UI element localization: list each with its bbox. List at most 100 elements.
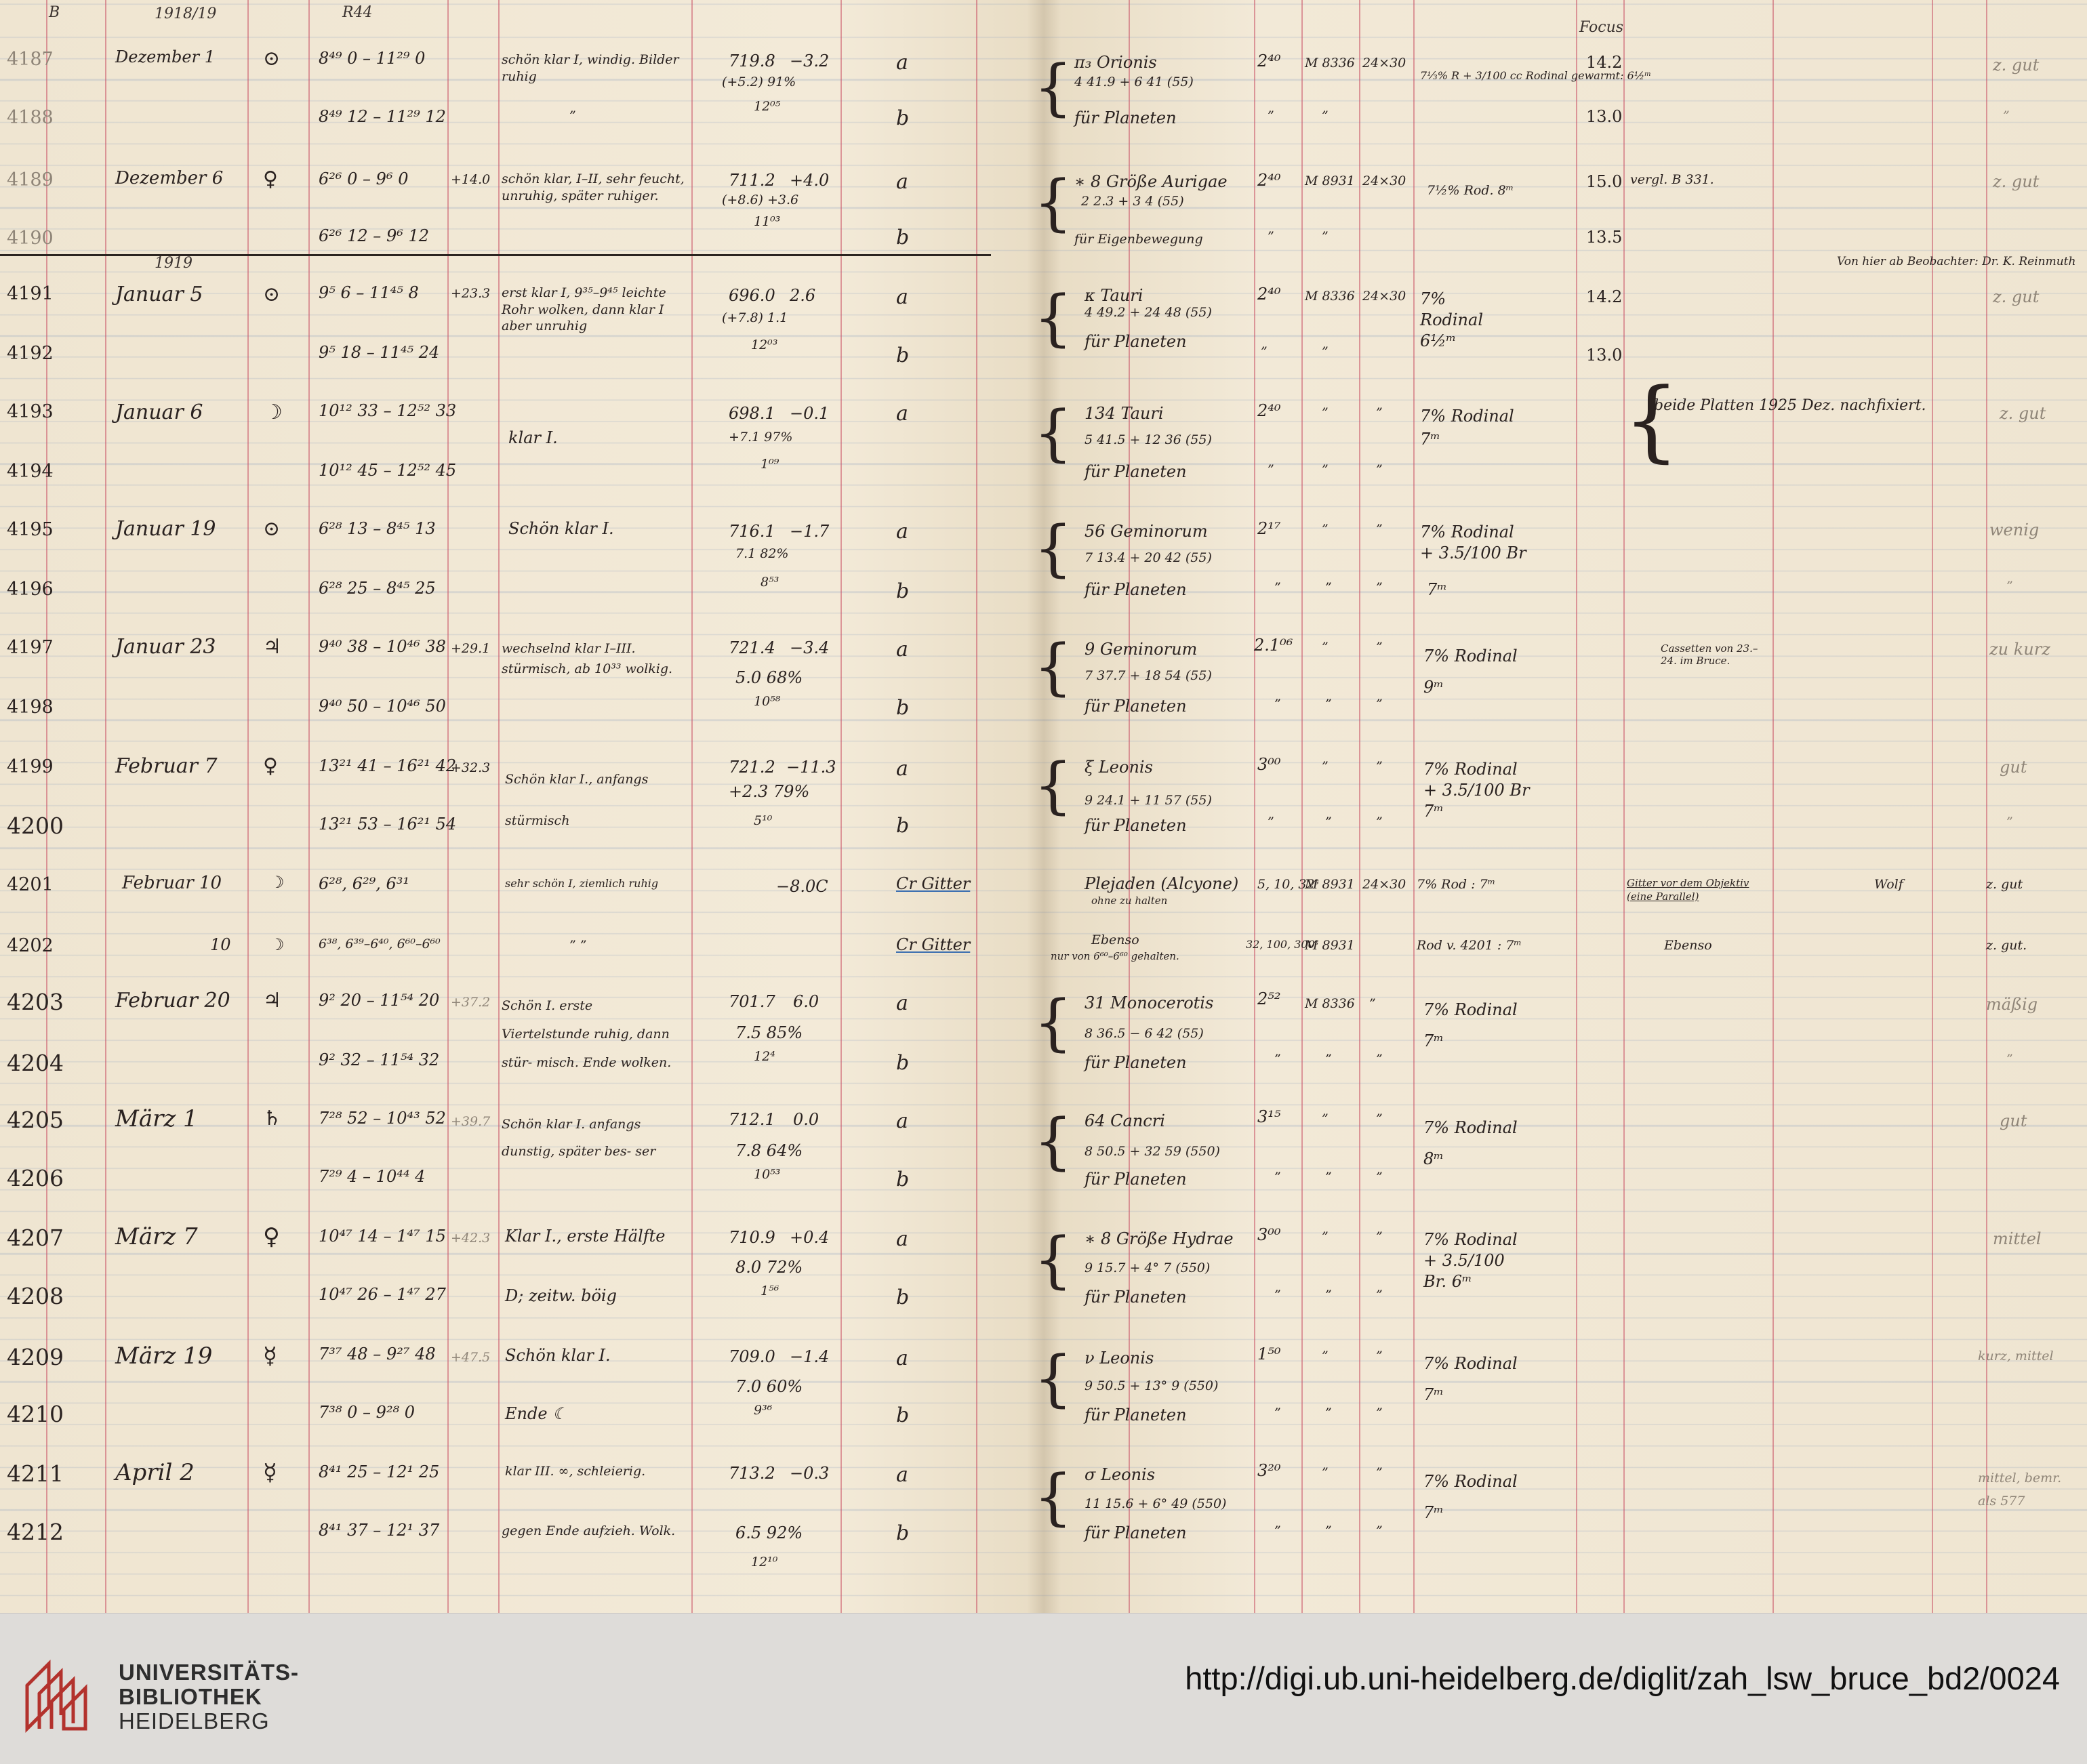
sun-icon: ⊙	[263, 47, 281, 70]
entry-temp: −1.4	[790, 1347, 830, 1366]
entry-object: ξ Leonis	[1085, 758, 1153, 777]
entry-time: 6²⁸ 25 – 8⁴⁵ 25	[319, 579, 436, 598]
object-brace: {	[1034, 513, 1073, 584]
entry-number: 4199	[7, 756, 54, 777]
entry-temp: −0.1	[790, 404, 830, 423]
entry-exposure: ”	[1268, 462, 1274, 477]
header-year-1919: 1919	[155, 255, 193, 272]
header-focus: Focus	[1579, 19, 1624, 36]
entry-focus: 13.5	[1586, 228, 1623, 247]
entry-weather: klar I.	[508, 428, 558, 447]
entry-humidity: 7.1 82%	[735, 546, 789, 561]
entry-size: ”	[1376, 1406, 1383, 1420]
entry-temp: 12⁰³	[751, 337, 778, 352]
column-rule	[1413, 0, 1415, 1613]
entry-date: Januar 23	[115, 635, 216, 659]
entry-object: für Eigenbewegung	[1074, 232, 1203, 247]
column-rule	[46, 0, 47, 1613]
entry-humidity: 7.5 85%	[735, 1023, 803, 1042]
entry-plate-no: M 8336	[1305, 289, 1355, 304]
entry-number: 4190	[7, 228, 54, 249]
entry-time: 9⁵ 18 – 11⁴⁵ 24	[319, 343, 440, 362]
entry-exposure: 2⁴⁰	[1257, 401, 1281, 420]
entry-temp: 1⁰⁹	[761, 457, 779, 472]
entry-size: ”	[1376, 815, 1383, 829]
entry-quality: z. gut	[1993, 172, 2040, 191]
entry-time: 9² 20 – 11⁵⁴ 20	[319, 991, 440, 1010]
entry-plate-no: ”	[1322, 344, 1329, 359]
entry-remark: Ebenso	[1664, 938, 1712, 953]
venus-icon: ♀	[263, 754, 278, 778]
entry-date: Januar 19	[115, 517, 216, 541]
entry-humidity: 8.0 72%	[735, 1258, 803, 1277]
entry-quality: z. gut	[2000, 404, 2046, 423]
entry-weather: ”	[569, 108, 576, 123]
entry-focus: 15.0	[1586, 172, 1623, 191]
source-url-link[interactable]: http://digi.ub.uni-heidelberg.de/diglit/…	[1185, 1660, 2060, 1696]
entry-size: ”	[1369, 996, 1376, 1011]
column-rule	[691, 0, 693, 1613]
entry-number: 4187	[7, 49, 54, 70]
object-brace: {	[1034, 750, 1073, 821]
entry-object: Ebenso	[1091, 932, 1139, 947]
entry-temp: 6.0	[793, 992, 819, 1011]
entry-time: 13²¹ 53 – 16²¹ 54	[319, 815, 457, 834]
entry-date: März 1	[115, 1105, 198, 1132]
entry-size: ”	[1376, 1288, 1383, 1303]
entry-plate: a	[896, 1347, 908, 1370]
entry-size: ”	[1376, 1349, 1383, 1363]
entry-time: 6²⁸ 13 – 8⁴⁵ 13	[319, 519, 436, 538]
entry-temp: 0.0	[793, 1110, 819, 1129]
entry-quality: mäßig	[1986, 995, 2038, 1014]
entry-remark: vergl. B 331.	[1630, 172, 1714, 187]
entry-exposure: ”	[1274, 1288, 1281, 1303]
entry-coords: 7 13.4 + 20 42 (55)	[1085, 550, 1212, 565]
entry-plate: Cr Gitter	[896, 935, 971, 954]
column-rule	[308, 0, 310, 1613]
observer-note: Von hier ab Beobachter: Dr. K. Reinmuth	[1837, 255, 2076, 268]
entry-humidity: 5.0 68%	[735, 668, 803, 687]
entry-plate-no: ”	[1325, 1523, 1332, 1538]
entry-temp: −1.7	[790, 522, 830, 541]
entry-weather: schön klar I, windig. Bilder ruhig	[502, 52, 679, 84]
entry-coords: 8 50.5 + 32 59 (550)	[1085, 1144, 1220, 1159]
column-rule	[105, 0, 106, 1613]
entry-developer: Rod v. 4201 : 7ᵐ	[1417, 938, 1522, 953]
entry-plate-no: ”	[1322, 522, 1329, 537]
entry-object: 64 Cancri	[1085, 1111, 1165, 1130]
entry-temp: −0.3	[790, 1464, 830, 1483]
entry-observer: Wolf	[1874, 877, 1903, 892]
entry-developer: 7½% Rod. 8ᵐ	[1427, 183, 1514, 198]
entry-remark: beide Platten 1925 Dez. nachfixiert.	[1654, 397, 1926, 414]
entry-size: 24×30	[1362, 289, 1406, 304]
entry-quality: mittel	[1993, 1229, 2042, 1248]
entry-focus: 14.2	[1586, 53, 1623, 72]
entry-temp-note: +42.3	[451, 1231, 491, 1246]
entry-exposure: ”	[1268, 229, 1274, 244]
entry-time: 8⁴¹ 37 – 12¹ 37	[319, 1521, 440, 1540]
entry-temp-note: +23.3	[451, 286, 491, 301]
entry-object: für Planeten	[1085, 1523, 1187, 1542]
entry-exposure: 2⁴⁰	[1257, 285, 1281, 304]
entry-plate-no: M 8336	[1305, 56, 1355, 70]
entry-exposure: ”	[1274, 1170, 1281, 1185]
column-rule	[1623, 0, 1625, 1613]
entry-object: für Planeten	[1074, 108, 1177, 127]
sun-icon: ⊙	[263, 283, 281, 306]
entry-plate-no: ”	[1325, 815, 1332, 829]
entry-plate-no: ”	[1325, 1170, 1332, 1185]
entry-time: 9⁵ 6 – 11⁴⁵ 8	[319, 283, 419, 302]
entry-number: 4210	[7, 1401, 64, 1427]
entry-plate-no: ”	[1322, 640, 1329, 655]
entry-plate: Cr Gitter	[896, 874, 971, 893]
entry-weather: klar III. ∞, schleierig.	[505, 1464, 646, 1479]
column-rule	[1301, 0, 1303, 1613]
entry-size: ”	[1376, 405, 1383, 420]
entry-temp: −3.2	[790, 52, 830, 70]
entry-plate: a	[896, 757, 908, 781]
entry-developer: 7% Rodinal 7ᵐ	[1420, 407, 1514, 449]
entry-coords: 5 41.5 + 12 36 (55)	[1085, 432, 1212, 447]
entry-plate: a	[896, 51, 908, 75]
entry-object: ∗ 8 Größe Hydrae	[1085, 1229, 1234, 1248]
entry-exposure: 3⁰⁰	[1257, 755, 1281, 774]
